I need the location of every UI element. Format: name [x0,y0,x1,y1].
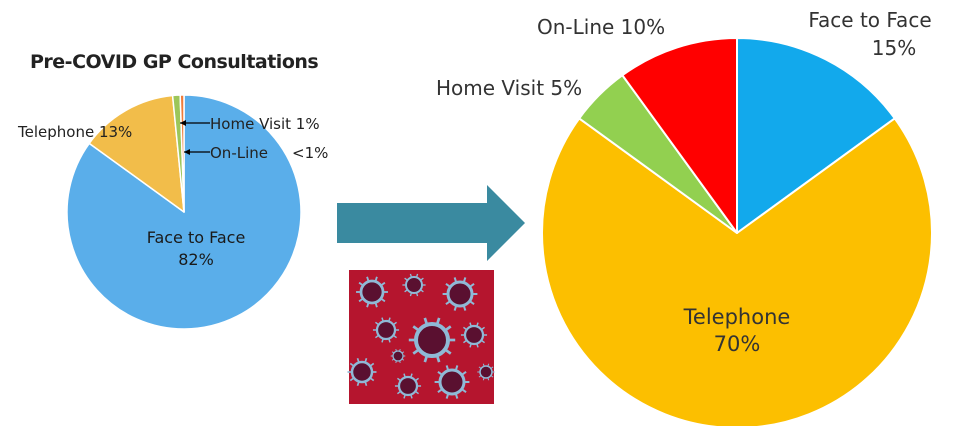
right-slice-face-to-face [736,37,896,234]
virus-particle [408,317,456,363]
right-slice-on-line [621,37,738,234]
left-online-label: On-Line [210,144,268,162]
right-face-label: Face to Face [808,8,931,32]
coronavirus-image [347,270,495,404]
left-home-visit-label: Home Visit 1% [210,115,320,133]
virus-particle [477,363,495,381]
right-telephone-label: Telephone [683,305,791,329]
left-face-label: Face to Face [147,228,246,247]
virus-particle [442,277,478,311]
virus-particle [402,273,426,297]
virus-particle [460,322,488,348]
left-face-pct: 82% [178,250,214,269]
right-online-label: On-Line 10% [537,15,665,39]
virus-particle [394,373,422,399]
right-telephone-pct: 70% [714,332,761,356]
right-home-visit-label: Home Visit 5% [436,76,582,100]
online-leader-arrow [184,149,190,155]
right-slice-telephone [541,117,933,426]
left-chart-title: Pre-COVID GP Consultations [30,51,318,73]
virus-particle [356,276,388,308]
left-telephone-label: Telephone 13% [17,123,132,141]
left-slice-telephone [88,94,185,213]
right-face-pct: 15% [872,36,916,60]
virus-particle [347,357,377,387]
left-online-pct: <1% [292,144,328,162]
virus-particle [372,317,400,343]
virus-particle [390,348,406,364]
covid-pie-chart: Face to Face 15% On-Line 10% Home Visit … [436,8,933,426]
transition-arrow [337,185,525,261]
virus-particle [434,365,470,399]
pre-covid-pie-chart: Pre-COVID GP Consultations Face to Face … [17,51,328,330]
home-visit-leader-arrow [180,120,186,126]
